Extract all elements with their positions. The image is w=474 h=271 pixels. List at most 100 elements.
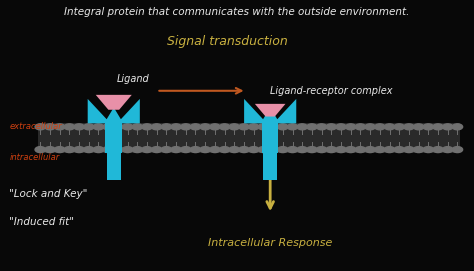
- Circle shape: [83, 124, 94, 130]
- Circle shape: [316, 124, 327, 130]
- Polygon shape: [96, 95, 132, 110]
- Circle shape: [161, 147, 172, 153]
- Circle shape: [74, 147, 84, 153]
- Circle shape: [161, 124, 172, 130]
- Bar: [107, 153, 121, 180]
- Circle shape: [297, 147, 308, 153]
- Circle shape: [443, 147, 453, 153]
- Circle shape: [113, 124, 123, 130]
- Circle shape: [404, 124, 414, 130]
- Circle shape: [200, 147, 210, 153]
- Text: intracellular: intracellular: [9, 153, 60, 162]
- Circle shape: [142, 147, 152, 153]
- Circle shape: [346, 124, 356, 130]
- Polygon shape: [255, 104, 285, 117]
- Circle shape: [55, 124, 65, 130]
- Circle shape: [433, 124, 443, 130]
- Circle shape: [268, 147, 278, 153]
- Circle shape: [404, 147, 414, 153]
- Polygon shape: [88, 99, 140, 123]
- Circle shape: [219, 147, 230, 153]
- Circle shape: [142, 124, 152, 130]
- Bar: [38, 123, 460, 138]
- Circle shape: [355, 124, 365, 130]
- Circle shape: [423, 124, 434, 130]
- Circle shape: [307, 147, 317, 153]
- Circle shape: [152, 147, 162, 153]
- Circle shape: [452, 124, 463, 130]
- Circle shape: [287, 147, 298, 153]
- Circle shape: [258, 124, 269, 130]
- Text: Ligand: Ligand: [116, 74, 149, 84]
- Circle shape: [394, 147, 404, 153]
- Circle shape: [316, 147, 327, 153]
- Circle shape: [433, 147, 443, 153]
- Circle shape: [384, 124, 395, 130]
- Circle shape: [355, 147, 365, 153]
- Circle shape: [55, 147, 65, 153]
- Text: "Lock and Key": "Lock and Key": [9, 189, 88, 199]
- Circle shape: [374, 124, 385, 130]
- Circle shape: [239, 124, 249, 130]
- Circle shape: [326, 147, 337, 153]
- Polygon shape: [244, 99, 296, 123]
- Circle shape: [210, 147, 220, 153]
- Circle shape: [64, 147, 74, 153]
- Circle shape: [248, 147, 259, 153]
- Bar: [263, 153, 277, 180]
- Circle shape: [413, 124, 424, 130]
- Circle shape: [229, 147, 239, 153]
- Circle shape: [113, 147, 123, 153]
- Circle shape: [443, 124, 453, 130]
- Text: extracellular: extracellular: [9, 122, 62, 131]
- Circle shape: [45, 124, 55, 130]
- Circle shape: [365, 147, 375, 153]
- Circle shape: [210, 124, 220, 130]
- Circle shape: [190, 147, 201, 153]
- Text: Signal transduction: Signal transduction: [167, 35, 288, 48]
- Circle shape: [190, 124, 201, 130]
- Circle shape: [278, 124, 288, 130]
- Circle shape: [35, 147, 46, 153]
- Circle shape: [307, 124, 317, 130]
- Circle shape: [278, 147, 288, 153]
- Circle shape: [122, 147, 133, 153]
- Circle shape: [83, 147, 94, 153]
- Circle shape: [171, 124, 182, 130]
- Text: "Induced fit": "Induced fit": [9, 217, 74, 227]
- Circle shape: [132, 147, 143, 153]
- Circle shape: [248, 124, 259, 130]
- Circle shape: [35, 124, 46, 130]
- Circle shape: [103, 124, 113, 130]
- Circle shape: [374, 147, 385, 153]
- Circle shape: [181, 124, 191, 130]
- Circle shape: [93, 147, 104, 153]
- Text: Intracellular Response: Intracellular Response: [208, 238, 332, 249]
- Circle shape: [297, 124, 308, 130]
- Circle shape: [181, 147, 191, 153]
- Bar: [262, 123, 279, 153]
- Circle shape: [365, 124, 375, 130]
- Circle shape: [394, 124, 404, 130]
- Circle shape: [336, 147, 346, 153]
- Text: Integral protein that communicates with the outside environment.: Integral protein that communicates with …: [64, 7, 410, 17]
- Circle shape: [268, 124, 278, 130]
- Circle shape: [200, 124, 210, 130]
- Circle shape: [74, 124, 84, 130]
- Circle shape: [326, 124, 337, 130]
- Circle shape: [452, 147, 463, 153]
- Circle shape: [219, 124, 230, 130]
- Circle shape: [103, 147, 113, 153]
- Bar: [38, 138, 460, 153]
- Circle shape: [229, 124, 239, 130]
- Circle shape: [152, 124, 162, 130]
- Circle shape: [346, 147, 356, 153]
- Circle shape: [45, 147, 55, 153]
- Circle shape: [93, 124, 104, 130]
- Circle shape: [413, 147, 424, 153]
- Circle shape: [64, 124, 74, 130]
- Circle shape: [122, 124, 133, 130]
- Circle shape: [132, 124, 143, 130]
- Circle shape: [384, 147, 395, 153]
- Circle shape: [423, 147, 434, 153]
